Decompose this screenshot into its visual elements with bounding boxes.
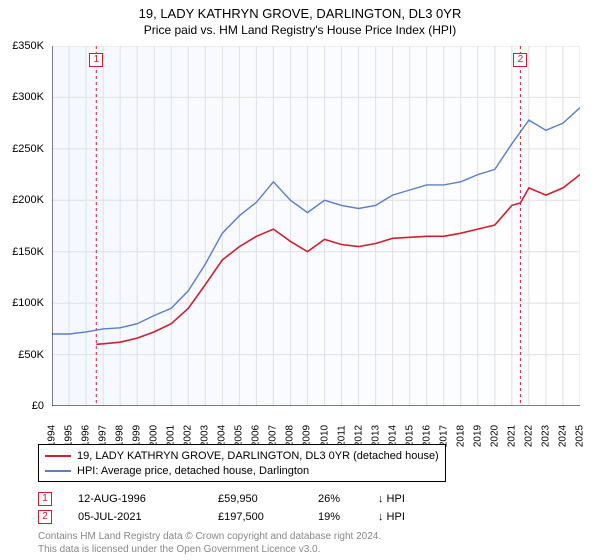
chart-title: 19, LADY KATHRYN GROVE, DARLINGTON, DL3 … <box>0 6 600 21</box>
y-tick-label: £200K <box>12 194 44 206</box>
transaction-date: 05-JUL-2021 <box>78 511 218 523</box>
x-axis: 1994199519961997199819992000200120022003… <box>52 408 580 442</box>
chart-container: 19, LADY KATHRYN GROVE, DARLINGTON, DL3 … <box>0 0 600 560</box>
transaction-pct: 26% <box>318 493 378 505</box>
x-tick-label: 2022 <box>523 425 534 447</box>
chart-subtitle: Price paid vs. HM Land Registry's House … <box>0 23 600 37</box>
y-tick-label: £150K <box>12 246 44 258</box>
attribution: Contains HM Land Registry data © Crown c… <box>38 531 381 556</box>
legend-item: HPI: Average price, detached house, Darl… <box>45 463 439 478</box>
legend-label: 19, LADY KATHRYN GROVE, DARLINGTON, DL3 … <box>77 450 439 462</box>
transaction-price: £59,950 <box>218 493 318 505</box>
legend: 19, LADY KATHRYN GROVE, DARLINGTON, DL3 … <box>38 444 446 482</box>
legend-swatch <box>45 470 71 472</box>
transaction-row: 1 12-AUG-1996£59,95026%↓ HPI <box>38 490 428 508</box>
transaction-price: £197,500 <box>218 511 318 523</box>
x-tick-label: 2024 <box>557 425 568 447</box>
attribution-line: Contains HM Land Registry data © Crown c… <box>38 531 381 544</box>
chart-marker-2: 2 <box>513 53 527 67</box>
legend-item: 19, LADY KATHRYN GROVE, DARLINGTON, DL3 … <box>45 448 439 463</box>
x-tick-label: 2019 <box>472 425 483 447</box>
y-tick-label: £50K <box>18 349 44 361</box>
x-tick-label: 2020 <box>489 425 500 447</box>
legend-swatch <box>45 455 71 457</box>
y-tick-label: £0 <box>32 400 44 412</box>
y-tick-label: £250K <box>12 143 44 155</box>
transaction-marker: 2 <box>38 510 52 524</box>
chart-plot-area: 12 <box>52 46 580 406</box>
relative-label: HPI <box>384 493 405 505</box>
x-tick-label: 2021 <box>506 425 517 447</box>
chart-marker-1: 1 <box>89 53 103 67</box>
y-axis: £0£50K£100K£150K£200K£250K£300K£350K <box>0 46 48 406</box>
transaction-row: 2 05-JUL-2021£197,50019%↓ HPI <box>38 508 428 526</box>
transaction-pct: 19% <box>318 511 378 523</box>
relative-label: HPI <box>384 511 405 523</box>
legend-label: HPI: Average price, detached house, Darl… <box>77 465 309 477</box>
transaction-table: 1 12-AUG-1996£59,95026%↓ HPI 2 05-JUL-2021£… <box>38 490 428 526</box>
chart-svg <box>52 46 580 406</box>
transaction-marker: 1 <box>38 492 52 506</box>
transaction-relative: ↓ HPI <box>378 511 428 523</box>
title-block: 19, LADY KATHRYN GROVE, DARLINGTON, DL3 … <box>0 0 600 37</box>
y-tick-label: £100K <box>12 297 44 309</box>
attribution-line: This data is licensed under the Open Gov… <box>38 544 381 557</box>
x-tick-label: 2018 <box>455 425 466 447</box>
x-tick-label: 2023 <box>540 425 551 447</box>
x-tick-label: 2025 <box>575 425 586 447</box>
transaction-date: 12-AUG-1996 <box>78 493 218 505</box>
y-tick-label: £300K <box>12 91 44 103</box>
transaction-relative: ↓ HPI <box>378 493 428 505</box>
y-tick-label: £350K <box>12 40 44 52</box>
